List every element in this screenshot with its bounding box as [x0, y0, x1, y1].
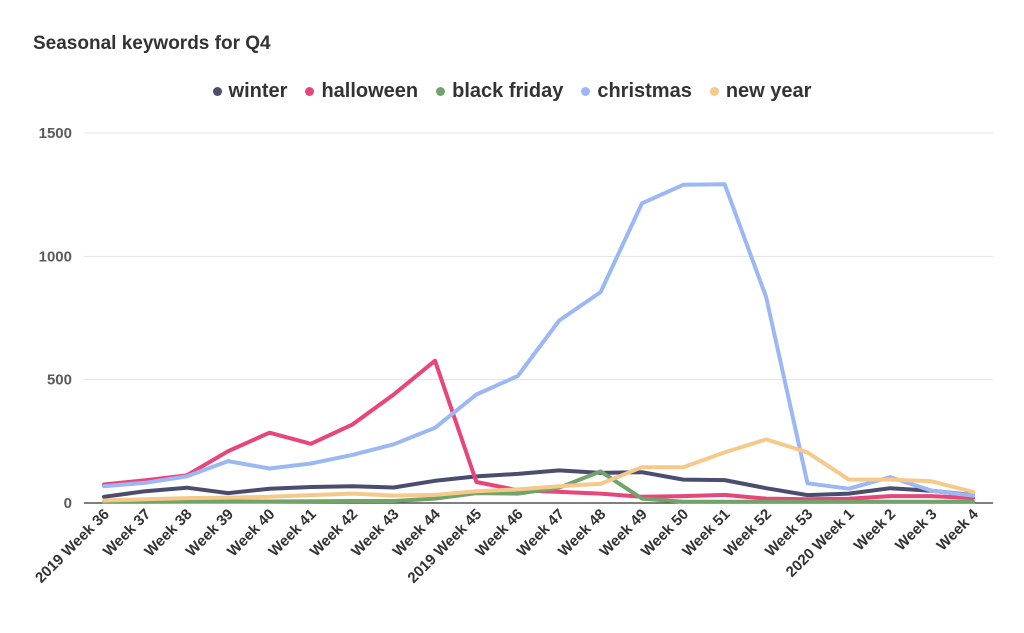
legend-item-halloween: halloween	[305, 80, 418, 103]
y-tick-label: 500	[47, 372, 72, 389]
legend-label: winter	[228, 79, 288, 102]
legend-label: black friday	[452, 79, 564, 102]
legend-label: halloween	[321, 79, 419, 102]
x-tick-label: Week 3	[892, 506, 940, 554]
x-tick-label: Week 4	[933, 505, 982, 554]
legend-item-black-friday: black friday	[436, 80, 563, 103]
legend: winter halloween black friday christmas new …	[0, 78, 1024, 104]
series-line-halloween	[102, 358, 975, 502]
legend-label: christmas	[597, 79, 692, 102]
series-line-black-friday	[102, 469, 975, 504]
x-tick-label: Week 2	[851, 506, 899, 554]
chart-title: Seasonal keywords for Q4	[33, 33, 271, 54]
series-line-winter	[102, 468, 975, 499]
legend-item-new-year: new year	[709, 79, 812, 103]
legend-marker	[581, 86, 591, 96]
legend-marker	[436, 86, 446, 96]
series-line-new-year	[102, 437, 975, 503]
legend-marker	[305, 86, 315, 96]
y-tick-label: 0	[64, 495, 72, 512]
legend-item-christmas: christmas	[581, 80, 692, 103]
legend-marker	[709, 86, 719, 96]
legend-item-winter: winter	[212, 79, 288, 103]
y-tick-label: 1500	[39, 125, 72, 142]
y-tick-label: 1000	[39, 248, 72, 265]
legend-label: new year	[725, 79, 812, 102]
series-line-christmas	[102, 182, 975, 498]
legend-marker	[212, 86, 222, 96]
